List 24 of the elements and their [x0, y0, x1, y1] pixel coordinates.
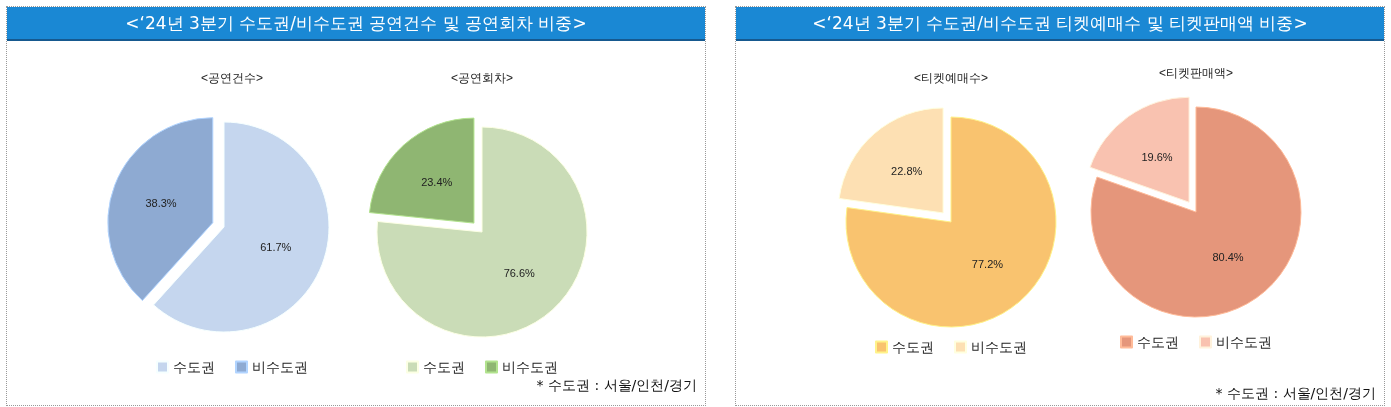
- data-label: 22.8%: [891, 165, 923, 178]
- legend-label: 비수도권: [1216, 334, 1272, 350]
- data-label: 77.2%: [971, 257, 1004, 270]
- text: * 수도권 : 서울/인천/경기: [1215, 385, 1376, 403]
- legend-label: 비수도권: [502, 359, 558, 375]
- data-label: 61.7%: [260, 240, 292, 253]
- legend-label: 수도권: [173, 359, 215, 375]
- legend-label: 수도권: [1137, 334, 1179, 350]
- chart-subtitle: <티켓예매수>: [913, 71, 989, 85]
- data-label: 76.6%: [503, 267, 536, 280]
- legend-label: 수도권: [423, 359, 465, 375]
- legend-label: 비수도권: [971, 339, 1027, 355]
- chart-subtitle: <공연회차>: [450, 71, 514, 85]
- data-label: 23.4%: [421, 175, 453, 188]
- text: * 수도권 : 서울/인천/경기: [536, 377, 697, 395]
- chart-subtitle: <공연건수>: [200, 71, 264, 85]
- legend-label: 수도권: [892, 339, 934, 355]
- chart-title: <‘24년 3분기 수도권/비수도권 티켓예매수 및 티켓판매액 비중>: [736, 7, 1384, 41]
- data-label: 38.3%: [145, 196, 177, 209]
- data-label: 80.4%: [1212, 251, 1244, 264]
- chart-subtitle: <티켓판매액>: [1158, 66, 1234, 80]
- legend-label: 비수도권: [252, 359, 308, 375]
- data-label: 19.6%: [1141, 150, 1173, 163]
- chart-title: <‘24년 3분기 수도권/비수도권 공연건수 및 공연회차 비중>: [7, 7, 705, 41]
